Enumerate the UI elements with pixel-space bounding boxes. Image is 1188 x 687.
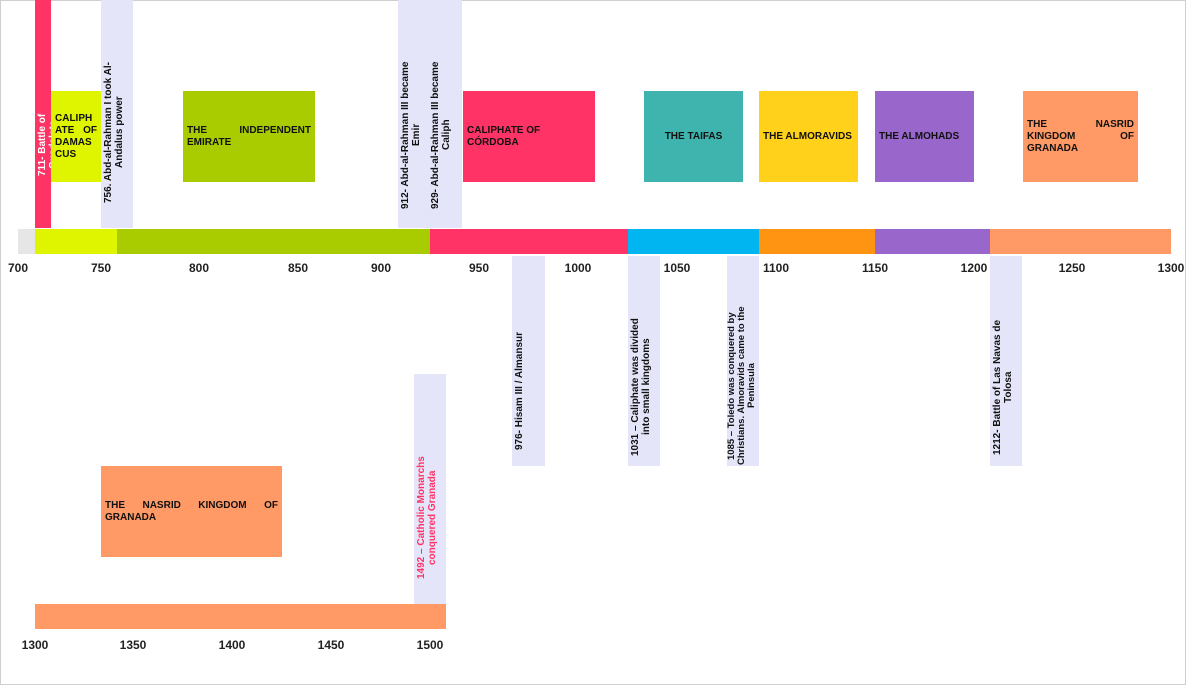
event-1031-label: 1031 – Caliphate was divided into small … bbox=[630, 318, 652, 456]
tick-label: 900 bbox=[370, 261, 392, 275]
tick-label: 1450 bbox=[317, 638, 345, 652]
event-976-label: 976- Hisam III / Almansur bbox=[514, 332, 525, 451]
period-independent-emirate: THE INDEPENDENT EMIRATE bbox=[183, 91, 315, 182]
band-almohads bbox=[875, 229, 990, 254]
event-912-label: 912- Abd-al-Rahman III became Emir bbox=[400, 61, 422, 209]
tick-label: 1300 bbox=[1157, 261, 1185, 275]
event-756-label: 756. Abd-al-Rahman I took Al-Andalus pow… bbox=[103, 62, 125, 203]
tick-label: 1400 bbox=[218, 638, 246, 652]
tick-label: 1000 bbox=[564, 261, 592, 275]
period-nasrid-kingdom-2-label: THE NASRID KINGDOM OF GRANADA bbox=[105, 499, 278, 523]
event-976-strip: 976- Hisam III / Almansur bbox=[512, 256, 545, 466]
tick-label: 1150 bbox=[861, 261, 889, 275]
period-caliphate-damascus-label: CALIPHATE OF DAMASCUS bbox=[55, 112, 97, 160]
tick-label: 700 bbox=[7, 261, 29, 275]
period-almohads: THE ALMOHADS bbox=[875, 91, 974, 182]
event-1492-strip: 1492 – Catholic Monarchs conquered Grana… bbox=[414, 374, 446, 604]
period-caliphate-cordoba-label: CALIPHATE OF CÓRDOBA bbox=[467, 124, 541, 148]
tick-label: 1350 bbox=[119, 638, 147, 652]
tick-label: 950 bbox=[468, 261, 490, 275]
period-independent-emirate-label: THE INDEPENDENT EMIRATE bbox=[187, 124, 311, 148]
band-pre-711 bbox=[18, 229, 35, 254]
period-almohads-label: THE ALMOHADS bbox=[879, 130, 960, 142]
tick-label: 1300 bbox=[21, 638, 49, 652]
event-1492-label: 1492 – Catholic Monarchs conquered Grana… bbox=[416, 456, 438, 580]
band-damascus bbox=[35, 229, 117, 254]
band-caliphate bbox=[430, 229, 628, 254]
event-711-label: 711- Battle of Guadalete bbox=[37, 113, 59, 177]
tick-label: 1050 bbox=[663, 261, 691, 275]
event-1212-strip: 1212- Battle of Las Navas de Tolosa bbox=[990, 256, 1022, 466]
tick-label: 1200 bbox=[960, 261, 988, 275]
period-almoravids-label: THE ALMORAVIDS bbox=[763, 130, 852, 142]
event-1085-label: 1085 – Toledo was conquered by Christian… bbox=[726, 306, 757, 466]
tick-label: 800 bbox=[188, 261, 210, 275]
period-caliphate-damascus: CALIPHATE OF DAMASCUS bbox=[51, 91, 101, 182]
tick-label: 1500 bbox=[416, 638, 444, 652]
event-1031-strip: 1031 – Caliphate was divided into small … bbox=[628, 256, 660, 466]
period-taifas-label: THE TAIFAS bbox=[664, 130, 723, 142]
tick-label: 750 bbox=[90, 261, 112, 275]
band-emirate bbox=[117, 229, 430, 254]
period-taifas: THE TAIFAS bbox=[644, 91, 743, 182]
band-almoravids bbox=[759, 229, 875, 254]
event-1212-label: 1212- Battle of Las Navas de Tolosa bbox=[992, 319, 1014, 455]
period-nasrid-kingdom-label: THE NASRID KINGDOM OF GRANADA bbox=[1027, 118, 1134, 154]
event-711-strip: 711- Battle of Guadalete bbox=[35, 0, 59, 228]
tick-label: 1100 bbox=[762, 261, 790, 275]
event-756-strip: 756. Abd-al-Rahman I took Al-Andalus pow… bbox=[101, 0, 133, 228]
timeline-2-axis-bar bbox=[35, 604, 446, 629]
period-caliphate-cordoba: CALIPHATE OF CÓRDOBA bbox=[463, 91, 595, 182]
period-nasrid-kingdom: THE NASRID KINGDOM OF GRANADA bbox=[1023, 91, 1138, 182]
event-1085-strip: 1085 – Toledo was conquered by Christian… bbox=[726, 256, 759, 466]
event-929-label: 929- Abd-al-Rahman III became Caliph bbox=[430, 61, 452, 209]
tick-label: 850 bbox=[287, 261, 309, 275]
event-912-929-strip: 912- Abd-al-Rahman III became Emir 929- … bbox=[398, 0, 462, 228]
period-nasrid-kingdom-2: THE NASRID KINGDOM OF GRANADA bbox=[101, 466, 282, 557]
band-taifas bbox=[628, 229, 759, 254]
tick-label: 1250 bbox=[1058, 261, 1086, 275]
band-nasrid bbox=[990, 229, 1171, 254]
period-almoravids: THE ALMORAVIDS bbox=[759, 91, 858, 182]
